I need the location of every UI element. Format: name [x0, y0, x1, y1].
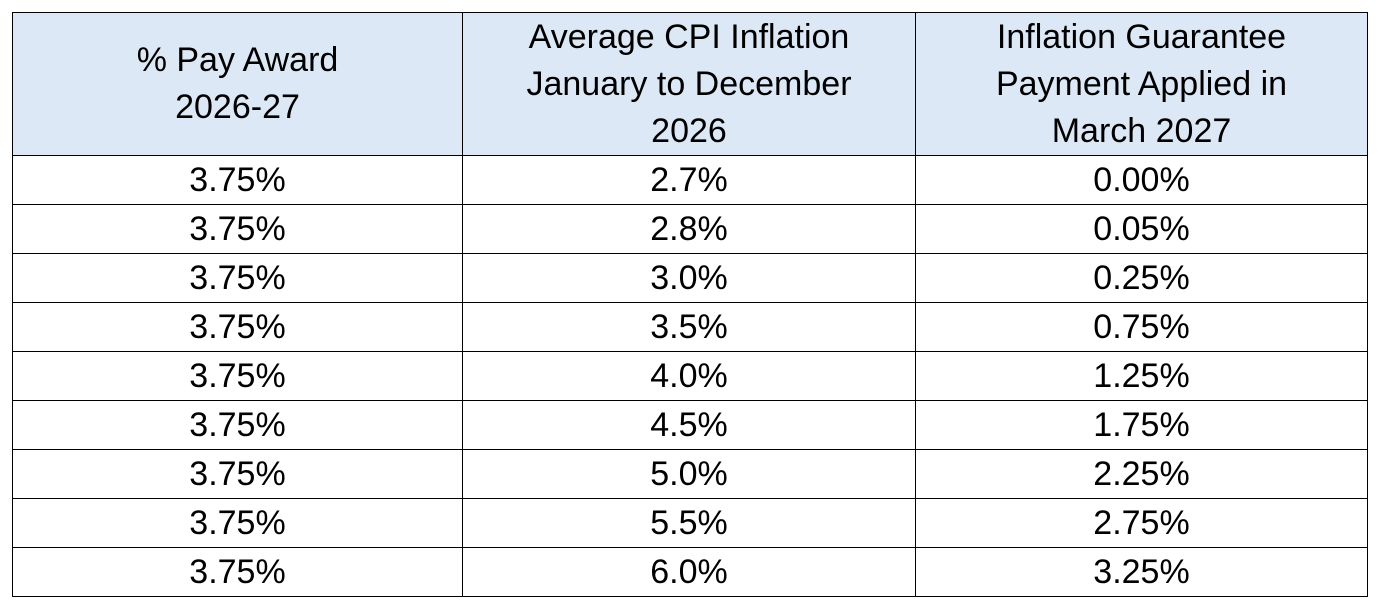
table-row: 3.75% 3.0% 0.25% — [12, 253, 1368, 303]
table-cell: 3.75% — [12, 547, 463, 597]
table-cell: 3.75% — [12, 498, 463, 548]
table-row: 3.75% 5.5% 2.75% — [12, 498, 1368, 548]
table-cell: 3.5% — [462, 302, 916, 352]
table-row: 3.75% 2.8% 0.05% — [12, 204, 1368, 254]
header-cell: % Pay Award 2026-27 — [12, 12, 463, 156]
table-cell: 5.5% — [462, 498, 916, 548]
header-line: % Pay Award — [136, 41, 339, 79]
table-cell: 2.8% — [462, 204, 916, 254]
table-cell: 3.75% — [12, 449, 463, 499]
pay-inflation-table: % Pay Award 2026-27 Average CPI Inflation J… — [12, 12, 1368, 597]
table-cell: 0.25% — [915, 253, 1368, 303]
header-line: Inflation Guarantee — [996, 17, 1287, 56]
header-cell: Inflation Guarantee Payment Applied in Mar… — [915, 12, 1368, 156]
table-cell: 0.05% — [915, 204, 1368, 254]
header-row: % Pay Award 2026-27 Average CPI Inflation J… — [12, 12, 1368, 156]
table-row: 3.75% 3.5% 0.75% — [12, 302, 1368, 352]
table-cell: 3.75% — [12, 400, 463, 450]
table-cell: 3.75% — [12, 204, 463, 254]
table-row: 3.75% 6.0% 3.25% — [12, 547, 1368, 597]
header-line: January to December — [526, 64, 852, 103]
table-cell: 2.25% — [915, 449, 1368, 499]
table-cell: 3.75% — [12, 253, 463, 303]
table-row: 3.75% 5.0% 2.25% — [12, 449, 1368, 499]
table-cell: 5.0% — [462, 449, 916, 499]
header-cell: Average CPI Inflation January to December… — [462, 12, 916, 156]
table-cell: 3.75% — [12, 302, 463, 352]
table-cell: 0.75% — [915, 302, 1368, 352]
table-cell: 3.25% — [915, 547, 1368, 597]
table-cell: 6.0% — [462, 547, 916, 597]
table-cell: 3.75% — [12, 155, 463, 205]
table-cell: 2.75% — [915, 498, 1368, 548]
table-row: 3.75% 4.0% 1.25% — [12, 351, 1368, 401]
header-line: 2026-27 — [175, 88, 300, 126]
header-line: Payment Applied in — [995, 64, 1288, 103]
header-line: Average CPI Inflation — [528, 17, 850, 56]
table-cell: 4.5% — [462, 400, 916, 450]
table-cell: 2.7% — [462, 155, 916, 205]
table-cell: 1.25% — [915, 351, 1368, 401]
table-cell: 0.00% — [915, 155, 1368, 205]
table-cell: 1.75% — [915, 400, 1368, 450]
table-cell: 4.0% — [462, 351, 916, 401]
table-row: 3.75% 4.5% 1.75% — [12, 400, 1368, 450]
table-cell: 3.75% — [12, 351, 463, 401]
table-cell: 3.0% — [462, 253, 916, 303]
header-line: 2026 — [651, 111, 727, 150]
table-container: % Pay Award 2026-27 Average CPI Inflation J… — [12, 12, 1368, 597]
header-line: March 2027 — [1051, 111, 1232, 150]
table-row: 3.75% 2.7% 0.00% — [12, 155, 1368, 205]
